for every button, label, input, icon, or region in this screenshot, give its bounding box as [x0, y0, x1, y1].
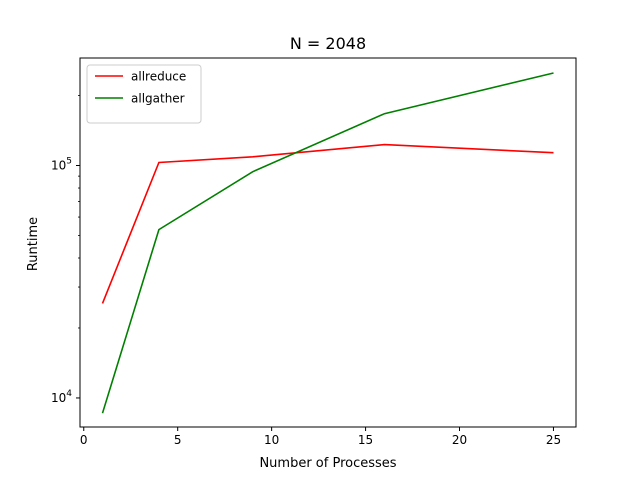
chart-title: N = 2048 [290, 34, 366, 53]
x-tick-label: 20 [452, 433, 467, 447]
x-tick-label: 15 [358, 433, 373, 447]
x-tick-label: 5 [174, 433, 182, 447]
legend-label-allreduce: allreduce [131, 70, 186, 84]
x-tick-label: 10 [264, 433, 279, 447]
x-axis-label: Number of Processes [259, 456, 396, 471]
y-tick-label: 105 [51, 156, 72, 172]
series-line-allreduce [101, 143, 554, 304]
axis-ticks: 0 5 10 15 20 25 104 105 [51, 95, 561, 447]
y-tick-label: 104 [51, 389, 72, 405]
y-axis-label: Runtime [26, 217, 41, 271]
legend-box [86, 64, 202, 124]
legend: allreduce allgather [86, 64, 202, 124]
x-tick-label: 0 [80, 433, 88, 447]
series-lines [101, 72, 554, 414]
legend-label-allgather: allgather [131, 92, 185, 106]
series-line-allgather [101, 72, 554, 414]
plot-frame [79, 57, 577, 428]
x-tick-label: 25 [546, 433, 561, 447]
